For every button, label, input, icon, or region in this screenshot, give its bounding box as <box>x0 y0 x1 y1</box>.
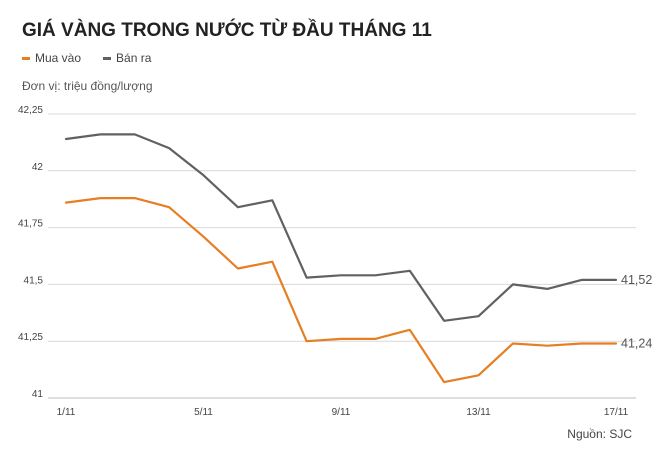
end-label-sell: 41,52 <box>621 273 652 287</box>
y-tick-label: 41,25 <box>18 332 43 343</box>
unit-note: Đơn vị: triệu đồng/lượng <box>22 79 153 93</box>
legend-label-sell: Bán ra <box>116 51 152 65</box>
legend-swatch-buy <box>22 56 30 60</box>
series-line-sell <box>64 133 618 322</box>
legend-label-buy: Mua vào <box>35 51 82 65</box>
legend: Mua vào Bán ra <box>22 51 151 65</box>
chart-title: GIÁ VÀNG TRONG NƯỚC TỪ ĐẦU THÁNG 11 <box>22 20 432 41</box>
x-tick-label: 9/11 <box>332 407 351 418</box>
y-tick-label: 41 <box>32 389 44 400</box>
x-tick-label: 1/11 <box>57 407 76 418</box>
x-tick-label: 13/11 <box>466 407 491 418</box>
y-tick-label: 42,25 <box>18 105 43 116</box>
x-tick-label: 5/11 <box>194 407 213 418</box>
legend-swatch-sell <box>103 56 112 60</box>
source-note: Nguồn: SJC <box>567 427 632 441</box>
y-tick-label: 41,5 <box>24 275 44 286</box>
legend-item-sell: Bán ra <box>103 51 151 65</box>
y-tick-label: 42 <box>32 162 44 173</box>
end-label-buy: 41,24 <box>621 336 652 350</box>
y-tick-label: 41,75 <box>18 219 43 230</box>
legend-item-buy: Mua vào <box>22 51 81 65</box>
series-line-buy <box>64 197 618 384</box>
x-tick-label: 17/11 <box>604 407 629 418</box>
